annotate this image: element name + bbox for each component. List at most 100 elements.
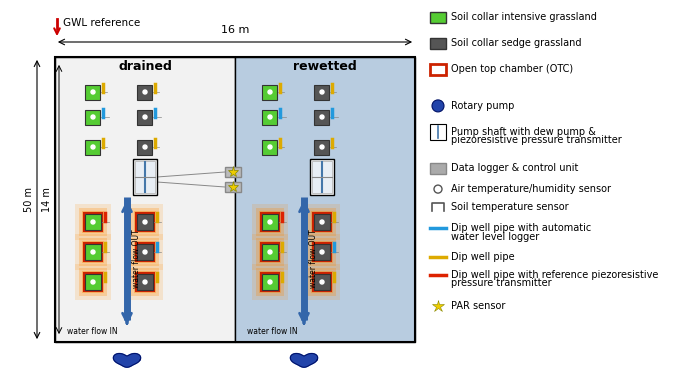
Text: 50 m: 50 m bbox=[24, 187, 34, 212]
Bar bbox=[225, 167, 241, 177]
Circle shape bbox=[143, 250, 147, 254]
Text: 14 m: 14 m bbox=[42, 187, 52, 212]
Bar bbox=[137, 274, 153, 290]
Bar bbox=[304, 234, 340, 270]
Bar bbox=[84, 213, 102, 231]
Bar bbox=[304, 204, 340, 240]
Bar bbox=[134, 211, 156, 233]
Bar bbox=[127, 234, 163, 270]
Bar bbox=[82, 241, 104, 263]
Bar bbox=[262, 244, 278, 260]
Circle shape bbox=[91, 90, 95, 94]
Bar bbox=[82, 271, 104, 293]
Text: Pump shaft with dew pump &: Pump shaft with dew pump & bbox=[451, 127, 596, 137]
Bar bbox=[127, 264, 163, 300]
Bar bbox=[313, 273, 331, 291]
Text: rewetted: rewetted bbox=[293, 61, 357, 74]
Bar bbox=[259, 271, 281, 293]
Bar bbox=[312, 161, 332, 193]
Circle shape bbox=[320, 145, 324, 149]
Bar bbox=[136, 213, 154, 231]
Bar bbox=[138, 140, 153, 154]
Bar bbox=[256, 268, 284, 296]
Text: PAR sensor: PAR sensor bbox=[451, 301, 506, 311]
Bar bbox=[134, 271, 156, 293]
Bar bbox=[262, 214, 278, 230]
Circle shape bbox=[434, 185, 442, 193]
Text: water flow OUT: water flow OUT bbox=[309, 229, 318, 288]
Text: water flow IN: water flow IN bbox=[67, 327, 118, 336]
Circle shape bbox=[268, 145, 272, 149]
Bar bbox=[86, 140, 101, 154]
Bar bbox=[308, 268, 336, 296]
Text: drained: drained bbox=[118, 61, 172, 74]
Bar bbox=[131, 238, 159, 266]
Bar bbox=[136, 273, 154, 291]
Text: piezoresistive pressure transmitter: piezoresistive pressure transmitter bbox=[451, 135, 622, 145]
Bar bbox=[252, 204, 288, 240]
Circle shape bbox=[143, 145, 147, 149]
Circle shape bbox=[143, 115, 147, 119]
Text: Soil collar intensive grassland: Soil collar intensive grassland bbox=[451, 13, 597, 22]
Bar bbox=[85, 244, 101, 260]
Bar bbox=[55, 57, 415, 342]
Text: Open top chamber (OTC): Open top chamber (OTC) bbox=[451, 64, 573, 74]
Bar bbox=[313, 243, 331, 261]
Bar bbox=[84, 273, 102, 291]
Circle shape bbox=[91, 115, 95, 119]
Circle shape bbox=[432, 100, 444, 112]
Circle shape bbox=[320, 115, 324, 119]
Text: Dip well pipe with automatic: Dip well pipe with automatic bbox=[451, 223, 591, 233]
Circle shape bbox=[91, 250, 95, 254]
Text: Data logger & control unit: Data logger & control unit bbox=[451, 163, 578, 173]
Bar bbox=[79, 268, 107, 296]
Bar bbox=[75, 264, 111, 300]
Bar bbox=[314, 84, 329, 99]
Circle shape bbox=[268, 250, 272, 254]
Bar bbox=[262, 84, 277, 99]
Bar bbox=[138, 109, 153, 125]
Bar bbox=[252, 234, 288, 270]
Circle shape bbox=[320, 90, 324, 94]
Text: Soil temperature sensor: Soil temperature sensor bbox=[451, 202, 569, 212]
Circle shape bbox=[268, 220, 272, 224]
Bar bbox=[308, 208, 336, 236]
Circle shape bbox=[143, 90, 147, 94]
Bar bbox=[133, 159, 157, 195]
Text: Soil collar sedge grassland: Soil collar sedge grassland bbox=[451, 38, 582, 48]
Bar bbox=[261, 273, 279, 291]
Bar bbox=[138, 84, 153, 99]
Bar bbox=[262, 274, 278, 290]
Circle shape bbox=[320, 280, 324, 284]
Bar bbox=[262, 109, 277, 125]
Bar bbox=[79, 208, 107, 236]
Bar bbox=[311, 241, 333, 263]
Text: water flow IN: water flow IN bbox=[247, 327, 297, 336]
Text: Dip well pipe: Dip well pipe bbox=[451, 252, 514, 262]
Bar bbox=[304, 264, 340, 300]
Bar bbox=[430, 124, 446, 140]
Text: water flow OUT: water flow OUT bbox=[132, 229, 141, 288]
Bar bbox=[430, 38, 446, 49]
Circle shape bbox=[268, 280, 272, 284]
Bar bbox=[131, 208, 159, 236]
Bar bbox=[137, 214, 153, 230]
Bar bbox=[75, 204, 111, 240]
Circle shape bbox=[268, 90, 272, 94]
Bar bbox=[314, 214, 330, 230]
Polygon shape bbox=[290, 353, 318, 367]
Text: 16 m: 16 m bbox=[221, 25, 249, 35]
Bar bbox=[311, 211, 333, 233]
Text: water level logger: water level logger bbox=[451, 232, 539, 241]
Bar bbox=[85, 274, 101, 290]
Bar bbox=[311, 271, 333, 293]
Text: Air temperature/humidity sensor: Air temperature/humidity sensor bbox=[451, 184, 611, 194]
Bar bbox=[55, 57, 235, 342]
Bar bbox=[134, 241, 156, 263]
Circle shape bbox=[320, 250, 324, 254]
Bar bbox=[256, 238, 284, 266]
Text: Dip well pipe with reference piezoresistive: Dip well pipe with reference piezoresist… bbox=[451, 270, 658, 280]
Circle shape bbox=[91, 220, 95, 224]
Bar bbox=[75, 234, 111, 270]
Bar bbox=[235, 57, 415, 342]
